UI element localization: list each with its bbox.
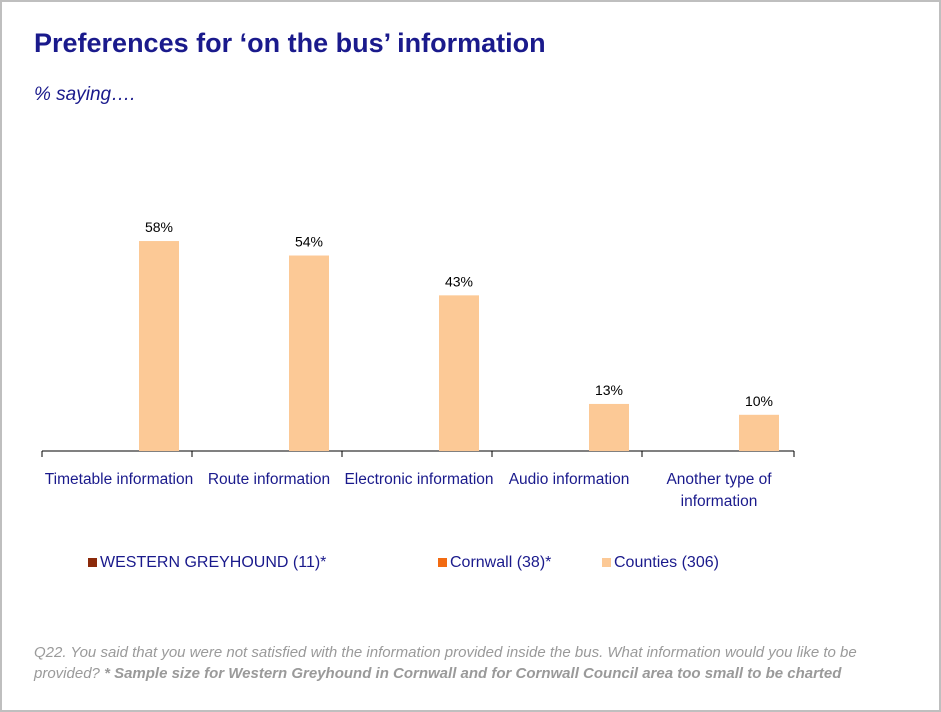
- legend-item: Cornwall (38)*: [438, 554, 551, 572]
- x-tick-label: Route information: [207, 471, 331, 488]
- legend-item: Counties (306): [602, 554, 719, 572]
- bar: [289, 255, 329, 451]
- chart-subtitle: % saying….: [34, 84, 136, 105]
- data-label: 13%: [595, 382, 623, 398]
- x-tick-label: Timetable information: [44, 471, 194, 488]
- legend-label: Counties (306): [614, 554, 719, 571]
- bar: [589, 403, 629, 451]
- legend-swatch: [438, 558, 447, 567]
- x-tick-label: Another type of information: [666, 471, 772, 510]
- data-label: 58%: [145, 219, 173, 235]
- legend-item: WESTERN GREYHOUND (11)*: [88, 554, 326, 572]
- data-label: 43%: [445, 273, 473, 289]
- legend-swatch: [602, 558, 611, 567]
- bar: [139, 241, 179, 451]
- data-label: 54%: [295, 234, 323, 250]
- legend-label: Cornwall (38)*: [450, 554, 552, 571]
- footnote-text: Q22. You said that you were not satisfie…: [34, 644, 857, 682]
- x-tick-label: Audio information: [508, 471, 630, 488]
- legend-label: WESTERN GREYHOUND (11)*: [100, 554, 327, 571]
- data-label: 10%: [745, 393, 773, 409]
- bar: [439, 295, 479, 451]
- x-tick-label: Electronic information: [344, 471, 494, 488]
- footnote: Q22. You said that you were not satisfie…: [34, 642, 904, 684]
- bar: [739, 414, 779, 451]
- chart-title: Preferences for ‘on the bus’ information: [34, 28, 546, 58]
- footnote-note: * Sample size for Western Greyhound in C…: [104, 665, 842, 682]
- legend-swatch: [88, 558, 97, 567]
